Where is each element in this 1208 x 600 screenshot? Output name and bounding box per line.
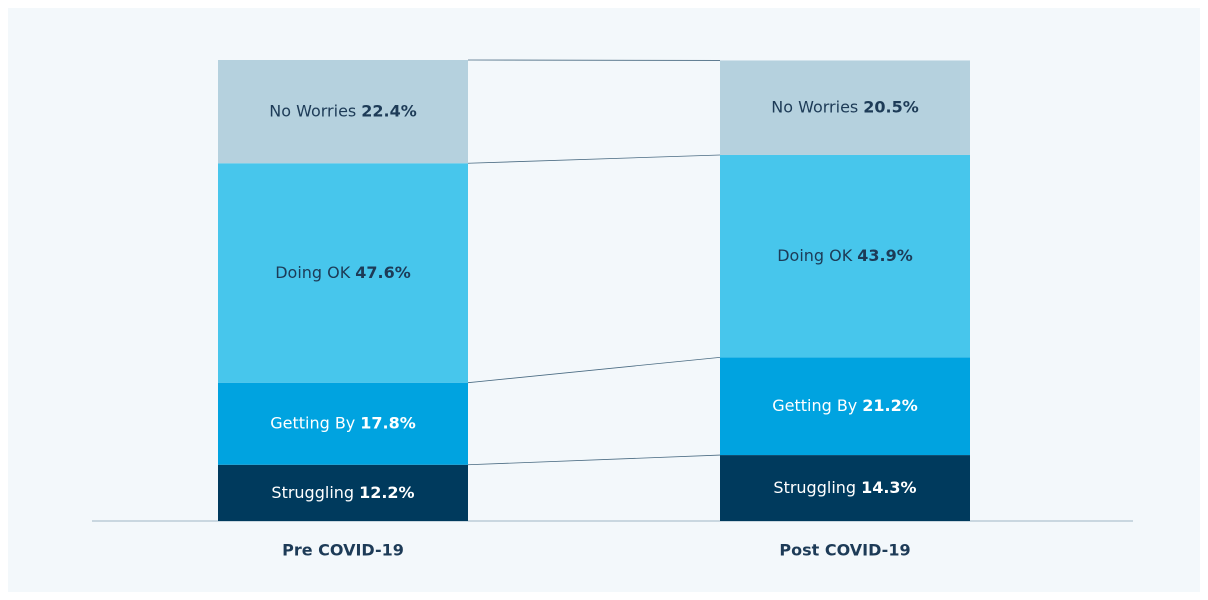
value-label: 17.8% xyxy=(360,413,416,432)
bar-segment xyxy=(218,464,468,521)
segment-label: Getting By 17.8% xyxy=(270,413,416,432)
series-name: Doing OK xyxy=(275,262,351,281)
value-label: 12.2% xyxy=(359,482,415,501)
bar-segment xyxy=(720,357,970,456)
connector-line xyxy=(467,356,721,384)
value-label: 47.6% xyxy=(355,262,411,281)
bar-segment xyxy=(218,163,468,383)
bar-segment xyxy=(720,60,970,155)
segment-label: Doing OK 47.6% xyxy=(275,262,411,281)
series-name: Struggling xyxy=(773,478,856,497)
bar-segment xyxy=(720,455,970,521)
series-name: Getting By xyxy=(772,396,857,415)
series-name: No Worries xyxy=(771,97,858,116)
value-label: 43.9% xyxy=(857,246,913,265)
connector-line xyxy=(467,454,721,466)
category-label: Post COVID-19 xyxy=(779,541,910,560)
segment-label: No Worries 20.5% xyxy=(771,97,919,116)
segment-label: Doing OK 43.9% xyxy=(777,246,913,265)
series-name: Doing OK xyxy=(777,246,853,265)
segment-label: Getting By 21.2% xyxy=(772,396,918,415)
panel xyxy=(8,8,1200,592)
bar-segment xyxy=(218,60,468,164)
series-name: Getting By xyxy=(270,413,355,432)
value-label: 20.5% xyxy=(863,97,919,116)
category-label: Pre COVID-19 xyxy=(282,541,404,560)
value-label: 22.4% xyxy=(361,101,417,120)
value-label: 21.2% xyxy=(862,396,918,415)
bar-segment xyxy=(218,382,468,465)
segment-label: Struggling 14.3% xyxy=(773,478,916,497)
series-name: Struggling xyxy=(271,482,354,501)
segment-label: Struggling 12.2% xyxy=(271,482,414,501)
connector-line xyxy=(467,154,721,164)
segment-label: No Worries 22.4% xyxy=(269,101,417,120)
series-name: No Worries xyxy=(269,101,356,120)
value-label: 14.3% xyxy=(861,478,917,497)
bar-segment xyxy=(720,154,970,358)
